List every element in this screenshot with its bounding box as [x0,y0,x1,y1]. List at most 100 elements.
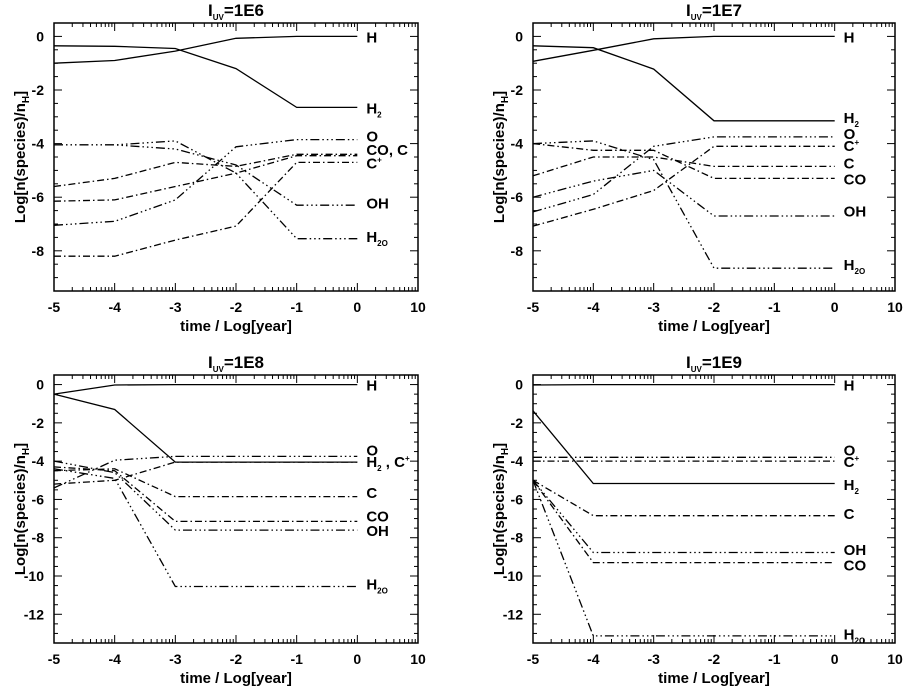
series-line-c [53,153,358,188]
species-label: H2​ [844,110,860,129]
species-label: H2​ [844,477,860,496]
species-label: C+​ [844,138,860,155]
species-label: C+​ [844,454,860,471]
species-label: O [844,126,856,143]
x-tick-label: -1 [290,299,303,315]
species-label: CO [844,171,867,188]
series-line-o [53,138,358,226]
y-tick-label: 0 [36,28,44,44]
species-label: H [366,29,377,46]
x-tick-label: -3 [647,299,660,315]
y-tick-label: -12 [24,606,44,622]
y-tick-label: -12 [503,606,523,622]
series-line-c [54,161,358,257]
series-line-oh [54,144,358,206]
y-tick-label: -6 [511,189,524,205]
species-label: OH [366,196,389,213]
x-axis-label: time / Log[year] [180,318,292,335]
y-tick-label: -8 [32,243,45,259]
x-tick-label: -4 [108,299,121,315]
species-label: C [844,506,855,523]
y-tick-label: -2 [32,415,45,431]
series-line-h2o [532,480,835,637]
series-line-oh [53,460,358,531]
y-tick-label: -2 [511,415,524,431]
species-label: O [366,443,378,460]
series-line-o [53,455,358,489]
series-line-h [53,383,358,395]
x-tick-label: -5 [48,299,61,315]
x-tick-label: 10 [887,299,903,315]
species-label: H [366,378,377,395]
y-tick-label: -4 [32,453,45,469]
y-tick-label: -4 [511,136,524,152]
x-tick-label: -5 [48,651,61,667]
species-label: CO, C [366,142,408,159]
y-axis-label: Log[n(species)/nH​] [491,91,511,223]
x-axis-label: time / Log[year] [658,670,770,687]
series-line-h2o [53,468,358,588]
y-tick-label: -10 [503,568,523,584]
series-line-h2 [532,45,835,122]
series-line-h2 [532,410,835,485]
y-axis-label: Log[n(species)/nH​] [12,443,32,575]
species-label: OH [844,204,867,221]
x-tick-label: 0 [831,299,839,315]
panel-3: -5-4-3-2-10100-2-4-6-8-10-12IUV​=1E8time… [12,353,426,687]
series-line-co [53,466,358,523]
y-tick-label: -4 [511,453,524,469]
series-line-oh [532,169,835,217]
y-tick-label: -6 [32,189,45,205]
y-tick-label: -10 [24,568,44,584]
x-tick-label: -4 [587,651,600,667]
x-tick-label: 0 [353,651,361,667]
y-tick-label: 0 [36,377,44,393]
series-line-h [53,35,358,64]
x-tick-label: -1 [768,651,781,667]
species-label: O [366,129,378,146]
series-line-c [53,461,358,485]
panel-title: IUV​=1E8 [208,353,264,374]
x-tick-label: -3 [169,651,182,667]
species-label: H [844,29,855,46]
series-line-c [532,479,835,517]
species-label: OH [844,542,867,559]
plot-frame [53,22,419,292]
x-tick-label: -3 [647,651,660,667]
species-label: H2O​ [366,229,388,248]
series-line-h2o [532,140,835,269]
x-tick-label: -1 [768,299,781,315]
y-tick-label: -8 [511,243,524,259]
species-label: CO [844,558,867,575]
x-tick-label: -5 [527,299,540,315]
series-line-oh [532,479,835,554]
y-tick-label: -2 [32,82,45,98]
y-tick-label: -8 [511,530,524,546]
y-tick-label: -4 [32,136,45,152]
plot-frame [53,374,419,644]
y-tick-label: 0 [515,28,523,44]
species-label: O [844,443,856,460]
species-label: H2O​ [844,626,866,645]
plot-frame [532,22,896,292]
panel-title: IUV​=1E9 [686,353,742,374]
panel-title: IUV​=1E6 [208,1,264,22]
x-axis-label: time / Log[year] [658,318,770,335]
x-tick-label: -5 [527,651,540,667]
series-line-h [532,35,835,62]
y-tick-label: -6 [32,491,45,507]
panel-1: -5 -4 -3 -2 -1 0 10 0 -2 -4 -6 -8 IUV​=1E6 time / Log… [12,1,426,335]
x-tick-label: -2 [708,651,721,667]
y-tick-label: 0 [515,377,523,393]
y-axis-label: Log[n(species)/nH​] [12,91,32,223]
x-tick-label: -4 [587,299,600,315]
series-line-co [532,142,835,180]
x-tick-label: 0 [831,651,839,667]
x-tick-label: -4 [108,651,121,667]
x-tick-label: -2 [708,299,721,315]
plot-frame [532,374,896,644]
species-label: H2O​ [366,577,388,596]
species-label: OH [366,523,389,540]
series-line-c [532,145,835,227]
